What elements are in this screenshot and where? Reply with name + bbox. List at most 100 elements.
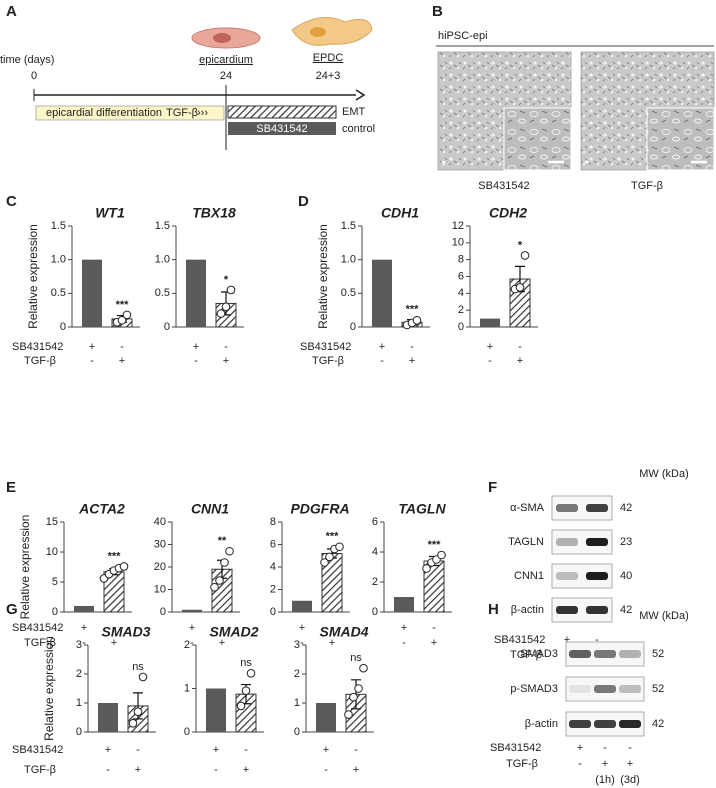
y-tick-label: 5 — [52, 576, 58, 588]
data-point — [354, 684, 363, 693]
row-label: TGF-β — [506, 758, 538, 770]
chevrons: ››› — [197, 107, 208, 119]
y-tick-label: 10 — [154, 583, 166, 595]
emt-bar — [227, 105, 337, 119]
condition-label: EMT — [342, 106, 366, 118]
blot-band — [594, 720, 616, 728]
condition-sign: - — [410, 341, 414, 353]
condition-sign: - — [595, 634, 599, 646]
row-label: SB431542 — [494, 634, 545, 646]
condition-sign: - — [120, 341, 124, 353]
data-point — [128, 719, 138, 728]
data-point — [220, 558, 229, 567]
y-tick-label: 8 — [458, 254, 464, 266]
blot-band — [556, 572, 578, 580]
blot-band — [569, 720, 591, 728]
y-tick-label: 6 — [372, 516, 378, 528]
band-label: TAGLN — [508, 536, 544, 548]
significance: ** — [218, 535, 227, 547]
y-tick-label: 0.5 — [155, 287, 170, 299]
y-axis-label: Relative expression — [316, 224, 330, 329]
time-point: 24 — [220, 70, 232, 82]
blot-band — [594, 685, 616, 693]
time-label: time (days) — [0, 54, 54, 66]
y-tick-label: 0 — [76, 726, 82, 738]
data-point — [225, 546, 234, 556]
y-tick-label: 0 — [294, 726, 300, 738]
data-point — [226, 285, 236, 295]
blot-band — [586, 538, 608, 546]
panel-letter: H — [488, 601, 499, 618]
condition-sign: + — [81, 622, 87, 634]
duration: (3d) — [620, 774, 640, 786]
band-mw: 42 — [620, 604, 632, 616]
image-label: TGF-β — [631, 180, 663, 192]
condition-sign: + — [219, 637, 225, 649]
blot-band — [586, 606, 608, 614]
condition-sign: - — [244, 744, 248, 756]
stage-label: epicardium — [199, 54, 253, 66]
y-tick-label: 0 — [350, 321, 356, 333]
band-mw: 42 — [652, 718, 664, 730]
bar — [182, 609, 202, 612]
y-tick-label: 0.5 — [51, 287, 66, 299]
bar — [292, 600, 312, 612]
y-tick-label: 6 — [458, 270, 464, 282]
y-tick-label: 2 — [294, 668, 300, 680]
condition-sign: - — [214, 764, 218, 776]
mw-header: MW (kDa) — [639, 468, 689, 480]
data-point — [133, 707, 143, 717]
significance: *** — [116, 299, 130, 311]
micrograph-inset — [503, 107, 572, 171]
y-tick-label: 1.5 — [51, 220, 66, 232]
row-label: SB431542 — [300, 341, 351, 353]
y-tick-label: 1.0 — [341, 254, 356, 266]
band-mw: 23 — [620, 536, 632, 548]
blot-band — [594, 650, 616, 658]
row-label: TGF-β — [312, 355, 344, 367]
differentiation-label: epicardial differentiation — [46, 107, 162, 119]
data-point — [210, 582, 219, 592]
condition-sign: - — [354, 744, 358, 756]
condition-sign: + — [329, 637, 335, 649]
y-tick-label: 10 — [46, 546, 58, 558]
significance: ns — [132, 661, 144, 673]
y-tick-label: 2 — [372, 576, 378, 588]
condition-label: control — [342, 123, 375, 135]
condition-sign: - — [194, 355, 198, 367]
chart-title: SMAD3 — [101, 624, 150, 640]
data-point — [320, 558, 329, 567]
band-label: SMAD3 — [520, 648, 558, 660]
blot-band — [586, 504, 608, 512]
condition-sign: - — [628, 742, 632, 754]
data-point — [515, 283, 525, 292]
y-axis-label: Relative expression — [26, 224, 40, 329]
condition-sign: + — [353, 764, 359, 776]
chart-title: SMAD4 — [319, 624, 368, 640]
panel-letter: E — [6, 479, 16, 496]
panel-letter: C — [6, 193, 17, 210]
condition-sign: + — [323, 744, 329, 756]
band-label: CNN1 — [514, 570, 544, 582]
band-mw: 52 — [652, 683, 664, 695]
significance: ns — [240, 657, 252, 669]
data-point — [215, 576, 224, 585]
condition-sign: + — [223, 355, 229, 367]
data-point — [412, 315, 422, 325]
panel-letter: A — [6, 3, 17, 20]
band-mw: 40 — [620, 570, 632, 582]
cell-nucleus — [310, 27, 326, 37]
panel-letter: D — [298, 193, 309, 210]
time-point: 0 — [31, 70, 37, 82]
bar — [480, 318, 500, 327]
data-point — [335, 542, 344, 552]
data-point — [122, 310, 132, 320]
condition-label: SB431542 — [256, 123, 307, 135]
condition-sign: - — [190, 637, 194, 649]
row-label: TGF-β — [24, 637, 56, 649]
bar — [316, 703, 336, 732]
condition-sign: - — [90, 355, 94, 367]
row-label: TGF-β — [510, 649, 542, 661]
blot-band — [556, 538, 578, 546]
